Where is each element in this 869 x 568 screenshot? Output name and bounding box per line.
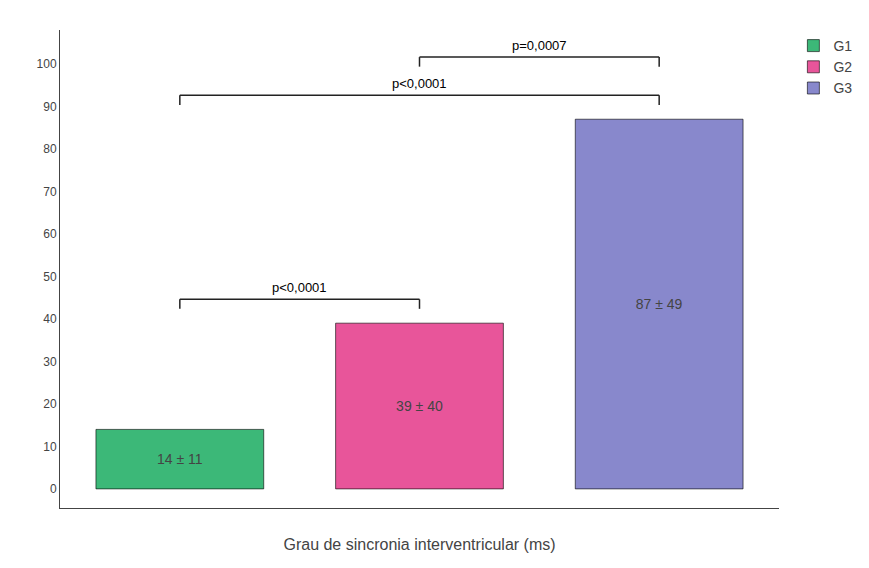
svg-text:10: 10 — [43, 440, 57, 454]
svg-text:G1: G1 — [833, 38, 852, 54]
svg-text:90: 90 — [43, 100, 57, 114]
svg-text:80: 80 — [43, 142, 57, 156]
svg-text:20: 20 — [43, 397, 57, 411]
svg-text:30: 30 — [43, 355, 57, 369]
svg-text:0: 0 — [50, 482, 57, 496]
svg-text:Grau de sincronia interventric: Grau de sincronia interventricular (ms) — [283, 536, 555, 553]
svg-text:G2: G2 — [833, 59, 852, 75]
svg-text:14 ± 11: 14 ± 11 — [157, 451, 203, 467]
svg-text:40: 40 — [43, 312, 57, 326]
svg-text:p=0,0007: p=0,0007 — [512, 38, 567, 53]
svg-text:39 ± 40: 39 ± 40 — [396, 398, 443, 414]
svg-text:70: 70 — [43, 185, 57, 199]
svg-text:100: 100 — [37, 57, 57, 71]
svg-text:p<0,0001: p<0,0001 — [392, 76, 447, 91]
svg-text:G3: G3 — [833, 80, 852, 96]
svg-text:p<0,0001: p<0,0001 — [272, 280, 327, 295]
svg-text:50: 50 — [43, 270, 57, 284]
svg-text:60: 60 — [43, 227, 57, 241]
svg-text:87 ± 49: 87 ± 49 — [636, 296, 683, 312]
